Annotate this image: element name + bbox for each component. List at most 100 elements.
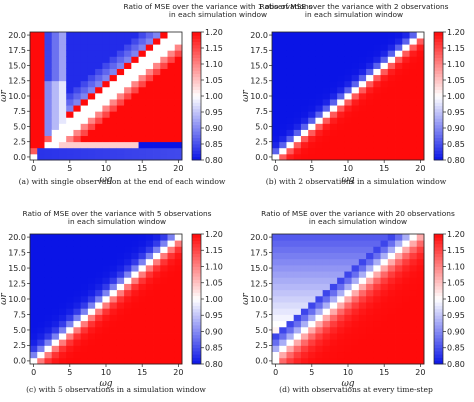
heatmap-cell [51, 351, 60, 359]
heatmap-cell [51, 32, 60, 39]
heatmap-cells [272, 234, 425, 365]
heatmap-cell [279, 32, 287, 39]
y-tick-label: 2.5 [13, 341, 26, 350]
heatmap-cell [344, 135, 353, 143]
heatmap-cell [131, 129, 139, 137]
heatmap-cell [286, 289, 295, 297]
heatmap-cell [124, 44, 132, 51]
heatmap-cell [44, 234, 53, 241]
heatmap-cell [58, 50, 67, 57]
x-tick-label: 20 [415, 164, 425, 173]
heatmap-cell [402, 123, 410, 130]
heatmap-cell [366, 153, 374, 161]
heatmap-cell [373, 92, 381, 100]
heatmap-cell [95, 295, 103, 303]
heatmap-cell [387, 111, 396, 118]
heatmap-cell [315, 357, 324, 365]
heatmap-cell [344, 252, 353, 260]
heatmap-cell [73, 99, 82, 106]
heatmap-cell [131, 351, 139, 359]
heatmap-cell [167, 68, 176, 76]
heatmap-cell [387, 50, 396, 57]
heatmap-cell [358, 153, 367, 161]
heatmap-cell [80, 147, 89, 155]
heatmap-cell [308, 295, 316, 303]
heatmap-cell [416, 129, 425, 137]
colorbar-tick-label: 0.95 [205, 311, 223, 320]
heatmap-cell [380, 56, 389, 63]
heatmap-cell [308, 314, 316, 322]
heatmap-cell [380, 289, 389, 297]
colorbar-segment [434, 234, 443, 238]
colorbar-segment [192, 144, 201, 148]
heatmap-cell [344, 68, 353, 76]
heatmap-cell [145, 147, 154, 155]
heatmap-cell [124, 38, 132, 45]
heatmap-cell [95, 62, 103, 69]
heatmap-cell [286, 117, 295, 124]
heatmap-cell [380, 86, 389, 94]
heatmap-cell [160, 302, 168, 309]
heatmap-cell [358, 117, 367, 124]
heatmap-cell [160, 86, 168, 94]
heatmap-cell [300, 339, 309, 346]
colorbar-segment [434, 263, 443, 267]
heatmap-cell [131, 314, 139, 322]
heatmap-cell [344, 80, 353, 88]
heatmap-cell [308, 246, 316, 253]
heatmap-cell [160, 357, 168, 365]
heatmap-cell [167, 302, 176, 309]
heatmap-cell [351, 302, 360, 309]
heatmap-cell [380, 111, 389, 118]
heatmap-cell [358, 234, 367, 241]
heatmap-cell [80, 135, 89, 143]
heatmap-cell [174, 314, 183, 322]
heatmap-cell [395, 246, 403, 253]
heatmap-cell [87, 92, 96, 100]
heatmap-cell [58, 258, 67, 266]
heatmap-cell [329, 345, 338, 353]
heatmap-cell [337, 234, 345, 241]
heatmap-cell [337, 74, 345, 82]
heatmap-cell [73, 234, 82, 241]
heatmap-cell [315, 314, 324, 322]
heatmap-cell [44, 246, 53, 253]
heatmap-cell [80, 246, 89, 253]
colorbar-segment [434, 60, 443, 65]
heatmap-cell [51, 68, 60, 76]
heatmap-cell [387, 99, 396, 106]
heatmap-cell [131, 308, 139, 315]
heatmap-cell [160, 320, 168, 328]
heatmap-cell [337, 258, 345, 266]
heatmap-cell [322, 56, 331, 63]
heatmap-cell [293, 135, 302, 143]
heatmap-cell [167, 345, 176, 353]
heatmap-cell [44, 357, 53, 365]
heatmap-cell [131, 38, 139, 45]
heatmap-cell [358, 283, 367, 291]
colorbar-segment [434, 121, 443, 126]
heatmap-cell [44, 271, 53, 278]
colorbar-segment [434, 89, 443, 94]
heatmap-cell [373, 264, 381, 272]
heatmap-cell [58, 123, 67, 130]
heatmap-cell [66, 283, 74, 291]
heatmap-cell [395, 357, 403, 365]
heatmap-cell [308, 56, 316, 63]
heatmap-cell [402, 283, 410, 291]
colorbar-segment [192, 102, 201, 106]
heatmap-cell [416, 345, 425, 353]
heatmap-cell [87, 314, 96, 322]
y-tick-label: 2.5 [255, 341, 268, 350]
colorbar-segment [434, 253, 443, 258]
colorbar-tick-label: 1.15 [447, 246, 465, 255]
heatmap-cell [322, 289, 331, 297]
heatmap-cell [373, 295, 381, 303]
heatmap-cell [95, 135, 103, 143]
colorbar-tick-label: 0.90 [447, 124, 465, 133]
heatmap-cell [116, 32, 125, 39]
heatmap-cell [344, 92, 353, 100]
colorbar-tick-label: 0.85 [447, 344, 465, 353]
heatmap-cell [387, 339, 396, 346]
heatmap-cell [109, 153, 118, 161]
